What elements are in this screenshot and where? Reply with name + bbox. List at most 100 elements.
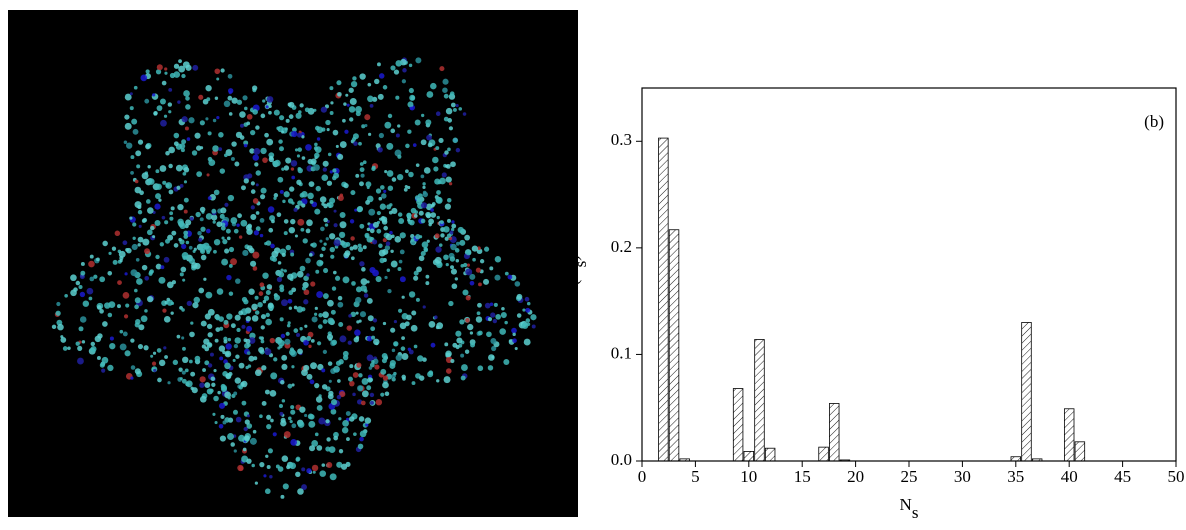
atom — [426, 134, 432, 141]
atom — [355, 335, 360, 340]
atom — [317, 363, 324, 371]
atom — [263, 295, 270, 301]
atom — [357, 385, 364, 392]
atom — [223, 319, 229, 325]
atom — [408, 171, 414, 178]
atom — [177, 100, 181, 104]
atom — [268, 110, 272, 115]
atom — [409, 219, 415, 226]
atom — [79, 291, 86, 298]
atom — [212, 145, 219, 152]
atom — [173, 141, 179, 147]
atom — [364, 114, 371, 121]
atom — [289, 419, 293, 424]
atom — [67, 346, 71, 350]
atom — [457, 226, 464, 234]
atom — [260, 187, 267, 194]
bar — [1074, 441, 1086, 462]
atom — [244, 419, 250, 425]
atom — [107, 364, 114, 372]
atom — [488, 354, 495, 361]
atom — [119, 343, 127, 351]
atom — [142, 238, 150, 246]
atom — [75, 280, 81, 286]
atom — [293, 305, 298, 310]
atom — [166, 297, 171, 302]
atom — [77, 357, 84, 365]
atom — [531, 324, 536, 329]
atom — [285, 331, 290, 336]
atom — [173, 63, 180, 69]
atom — [333, 435, 339, 441]
atom — [335, 360, 342, 366]
bar — [658, 137, 669, 462]
atom — [176, 185, 181, 190]
atom — [448, 126, 454, 131]
atom — [220, 68, 225, 73]
atom — [373, 338, 380, 346]
atom — [354, 208, 358, 212]
atom — [378, 196, 383, 201]
atom — [279, 115, 285, 121]
atom — [301, 135, 305, 139]
atom — [235, 354, 240, 359]
atom — [278, 271, 285, 278]
y-tick-label: 0.1 — [611, 343, 632, 362]
atom — [262, 157, 268, 164]
atom — [112, 259, 118, 265]
atom — [408, 349, 414, 355]
atom — [350, 311, 356, 318]
atom — [348, 314, 352, 318]
atom — [227, 337, 232, 342]
atom — [291, 130, 298, 138]
atom — [450, 161, 456, 168]
atom — [96, 355, 101, 360]
atom — [375, 276, 382, 283]
atom — [400, 346, 406, 351]
atom — [271, 250, 279, 258]
atom — [181, 308, 185, 312]
atom — [393, 69, 400, 75]
atom — [164, 355, 168, 359]
atom — [304, 107, 310, 113]
atom — [224, 248, 230, 254]
atom — [351, 281, 356, 286]
bar — [743, 451, 755, 462]
atom — [173, 71, 181, 78]
atom — [301, 484, 307, 490]
atom — [383, 225, 388, 231]
atom — [444, 150, 449, 155]
atom — [156, 105, 163, 112]
atom — [281, 399, 286, 403]
atom — [311, 439, 319, 447]
atom — [164, 71, 168, 75]
atom — [317, 324, 323, 329]
atom — [247, 223, 253, 229]
atom — [155, 69, 162, 75]
atom — [477, 302, 482, 308]
atom — [228, 112, 233, 116]
atom — [332, 270, 337, 275]
atom — [357, 243, 362, 248]
atom — [123, 314, 129, 319]
atom — [401, 79, 407, 84]
atom — [254, 310, 260, 315]
atom — [323, 217, 328, 223]
atom — [306, 273, 310, 277]
atom — [101, 356, 109, 364]
atom — [280, 333, 286, 339]
atom — [499, 328, 506, 335]
atom — [309, 379, 315, 385]
atom — [381, 358, 387, 364]
atom — [181, 243, 187, 250]
atom — [329, 473, 337, 481]
atom — [227, 194, 235, 202]
atom — [445, 107, 453, 115]
x-axis-label: Ns — [900, 495, 919, 522]
atom — [167, 102, 173, 107]
atom — [259, 282, 265, 288]
atom — [168, 146, 175, 154]
atom — [267, 206, 275, 213]
atom — [141, 218, 146, 223]
atom — [428, 222, 432, 227]
